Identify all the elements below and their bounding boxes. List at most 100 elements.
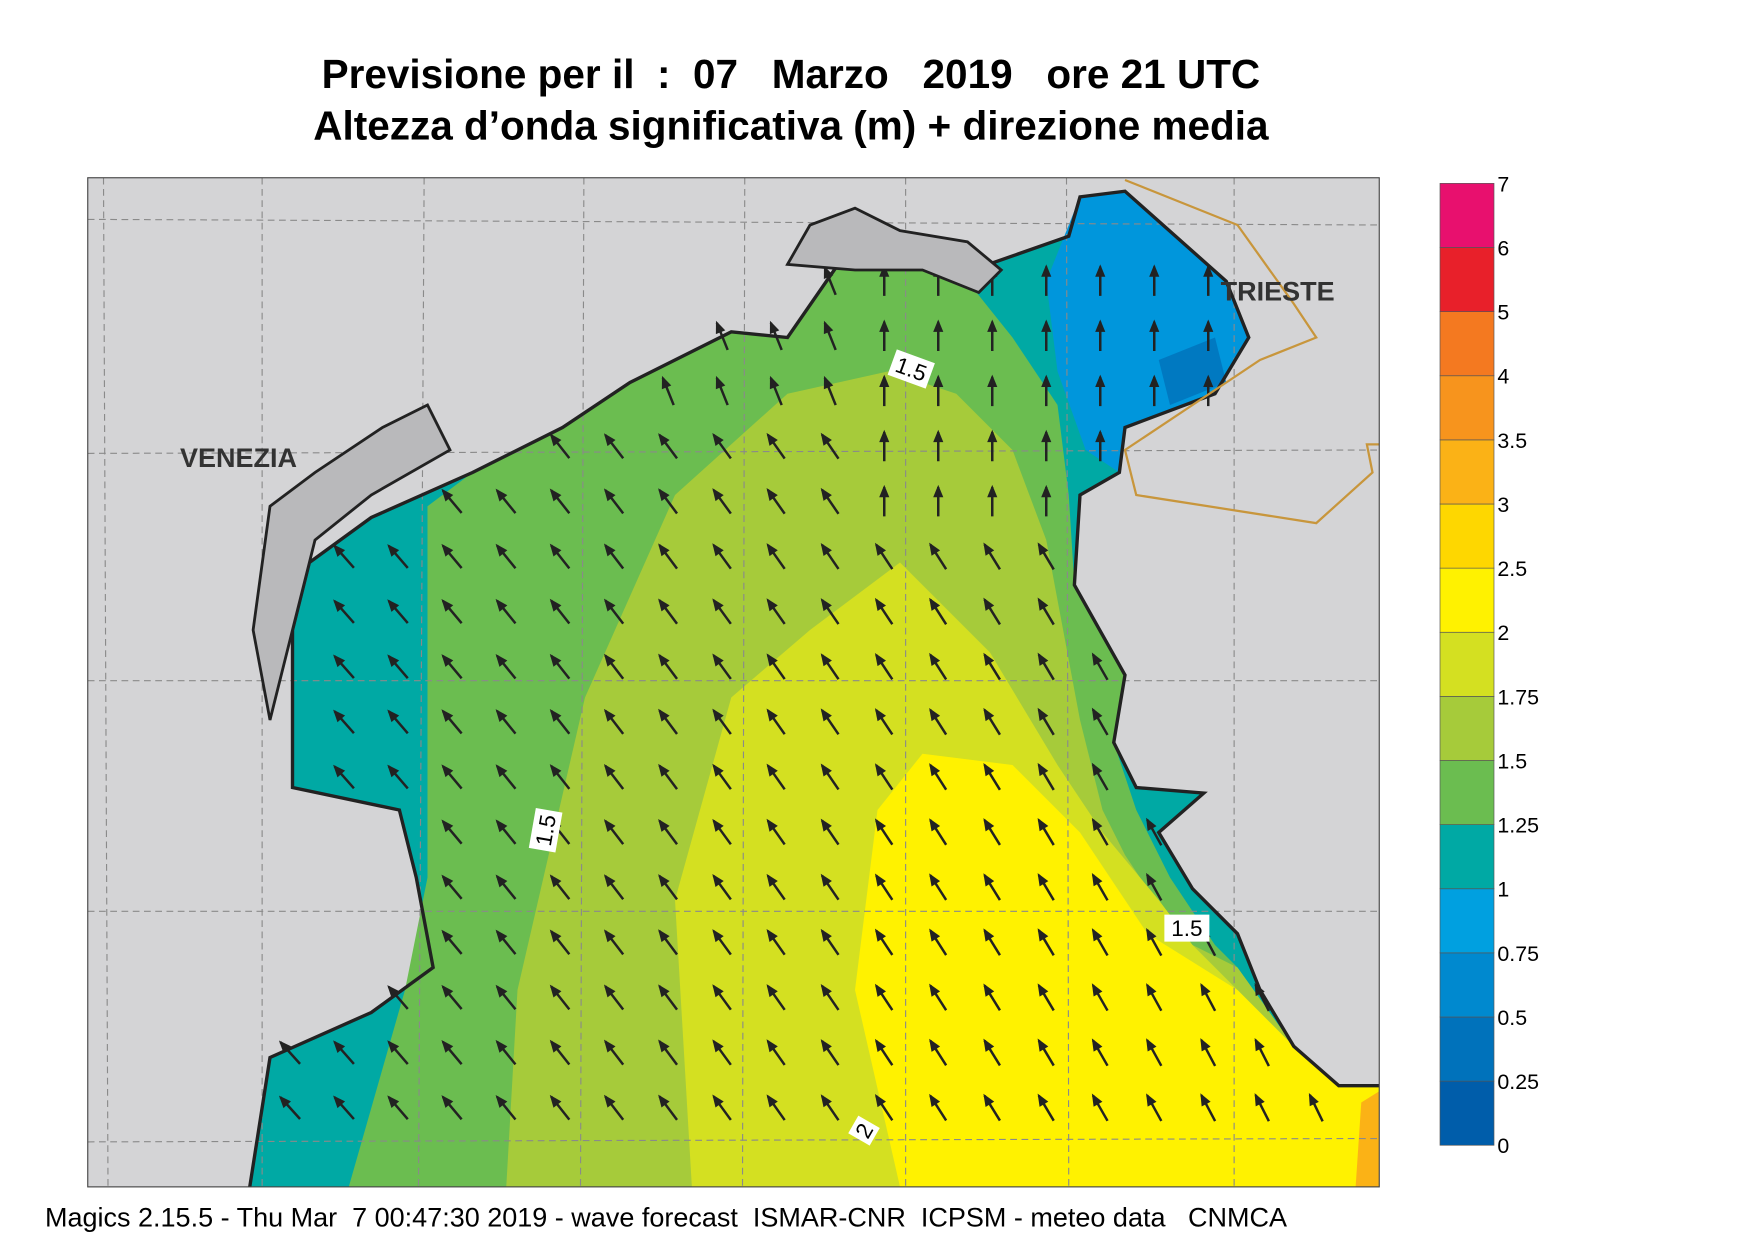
arrow-head: [1037, 762, 1049, 777]
arrow-head: [441, 929, 454, 943]
colorbar-label: 1.5: [1497, 749, 1527, 773]
arrow-head: [1308, 1092, 1319, 1107]
arrow-head: [1146, 872, 1157, 887]
arrow-head: [1203, 374, 1214, 387]
arrow-head: [712, 432, 724, 446]
arrow-head: [712, 708, 724, 722]
arrow-head: [1091, 983, 1103, 997]
arrow-head: [1041, 319, 1052, 332]
contour-label: 1.5: [531, 813, 561, 848]
coastline: [248, 189, 1380, 1187]
arrow-head: [766, 984, 778, 998]
arrow-head: [823, 320, 834, 335]
colorbar-swatch: [1439, 824, 1495, 890]
arrow-head: [766, 763, 778, 777]
arrow-head: [766, 873, 778, 887]
arrow-head: [933, 319, 944, 332]
arrow-head: [1091, 1038, 1103, 1052]
arrow-head: [874, 1094, 886, 1108]
arrow-head: [1146, 983, 1157, 997]
arrow-head: [1254, 1093, 1265, 1107]
sea-yellow: [855, 753, 1380, 1187]
arrow-head: [983, 1093, 995, 1107]
arrow-head: [1091, 707, 1103, 721]
colorbar-label: 1.75: [1497, 685, 1539, 709]
arrow-head: [820, 873, 832, 887]
arrow-head: [658, 818, 670, 832]
arrow-head: [820, 542, 832, 557]
arrow-head: [879, 429, 890, 443]
arrow-head: [603, 764, 616, 777]
arrow-head: [712, 984, 724, 998]
arrow-head: [1041, 429, 1052, 443]
arrow-head: [929, 928, 941, 942]
arrow-head: [769, 375, 780, 390]
arrow-head: [658, 1094, 670, 1108]
arrow-head: [715, 375, 726, 390]
arrow-head: [495, 488, 508, 502]
arrow-head: [603, 984, 616, 998]
arrow-head: [712, 763, 724, 777]
arrow-head: [820, 708, 832, 722]
colorbar-label: 3.5: [1497, 429, 1527, 453]
colorbar-swatch: [1439, 631, 1495, 697]
arrow-head: [495, 984, 508, 998]
arrow-head: [983, 707, 995, 722]
colorbar-label: 1: [1497, 878, 1509, 902]
arrow-head: [441, 654, 454, 667]
arrow-head: [929, 818, 941, 832]
arrow-head: [1041, 374, 1052, 387]
arrow-head: [1037, 652, 1049, 666]
arrow-head: [712, 653, 724, 667]
arrow-head: [495, 874, 508, 888]
arrow-head: [1203, 319, 1214, 332]
arrow-head: [333, 1095, 346, 1109]
arrow-head: [983, 818, 995, 832]
arrow-head: [1146, 817, 1157, 832]
arrow-head: [929, 652, 941, 667]
arrow-head: [879, 319, 890, 332]
arrow-head: [441, 1095, 454, 1108]
arrow-head: [715, 320, 726, 335]
arrow-head: [820, 1039, 832, 1053]
arrow-head: [603, 1039, 616, 1053]
arrow-head: [441, 764, 454, 778]
arrow-head: [387, 709, 400, 723]
colorbar-label: 2: [1497, 621, 1509, 645]
colorbar-label: 3: [1497, 493, 1509, 517]
arrow-head: [983, 597, 995, 611]
arrow-head: [658, 708, 670, 722]
colorbar-label: 7: [1497, 172, 1509, 196]
arrow-head: [495, 1095, 508, 1108]
colorbar-swatch: [1439, 567, 1495, 633]
arrow-head: [333, 544, 346, 557]
colorbar-swatch: [1439, 439, 1495, 505]
arrow-head: [603, 543, 616, 557]
arrow-head: [879, 484, 890, 498]
arrow-head: [929, 763, 941, 777]
arrow-head: [658, 598, 670, 612]
arrow-head: [1037, 707, 1049, 721]
arrow-head: [603, 874, 616, 888]
arrow-head: [874, 542, 886, 556]
arrow-head: [387, 764, 400, 778]
arrow-head: [661, 375, 672, 390]
arrow-head: [874, 763, 886, 777]
map-frame: [87, 177, 1380, 1188]
arrow-head: [929, 983, 941, 997]
arrow-head: [333, 654, 346, 668]
arrow-head: [820, 598, 832, 612]
arrow-head: [658, 543, 670, 557]
arrow-head: [658, 433, 670, 447]
arrow-head: [712, 488, 724, 502]
arrow-head: [495, 764, 508, 778]
arrow-head: [820, 1094, 832, 1108]
arrow-head: [766, 818, 778, 832]
contour-label: 1.5: [1171, 916, 1202, 941]
arrow-head: [278, 1040, 291, 1054]
arrow-head: [441, 819, 454, 833]
colorbar-swatch: [1439, 888, 1495, 954]
colorbar-label: 4: [1497, 365, 1509, 389]
colorbar-swatch: [1439, 503, 1495, 569]
